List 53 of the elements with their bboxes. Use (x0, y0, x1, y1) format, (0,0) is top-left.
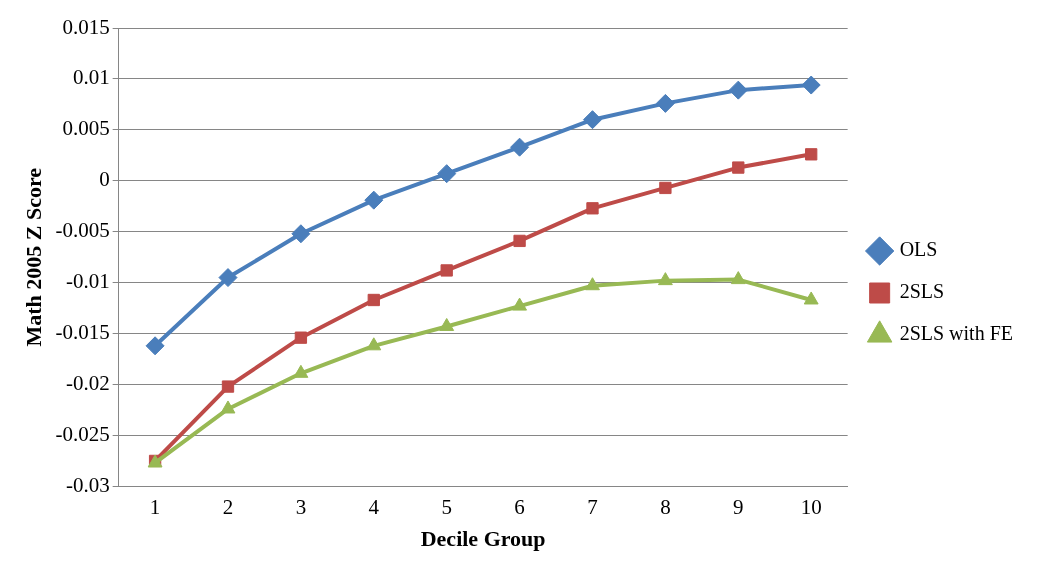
y-tick-label: 0.015 (62, 14, 110, 39)
y-tick-label: -0.03 (65, 472, 110, 497)
y-axis-title: Math 2005 Z Score (20, 167, 46, 347)
point (145, 336, 165, 356)
point (657, 272, 673, 286)
point (439, 317, 455, 331)
x-tick-label: 9 (733, 494, 744, 519)
point (659, 181, 672, 195)
x-tick-label: 4 (368, 494, 380, 519)
point (801, 75, 821, 95)
point (364, 190, 384, 210)
x-tick-label: 1 (149, 494, 161, 519)
y-tick-label: -0.005 (55, 218, 110, 243)
point (221, 380, 235, 393)
point (294, 331, 308, 344)
point (730, 271, 746, 285)
point (586, 202, 599, 215)
point (512, 297, 528, 311)
point (437, 164, 457, 184)
point (585, 277, 600, 291)
legend-label: OLS (899, 238, 938, 261)
x-tick-label: 8 (660, 494, 671, 519)
x-tick-label: 10 (800, 494, 822, 519)
y-tick-label: -0.02 (65, 371, 110, 396)
point (220, 400, 236, 414)
point (803, 291, 819, 305)
point (510, 137, 530, 157)
y-tick-label: 0 (99, 167, 110, 192)
x-tick-label: 6 (514, 494, 525, 519)
point (366, 337, 382, 351)
point (732, 161, 745, 174)
point (728, 80, 748, 100)
point (218, 268, 238, 288)
y-tick-label: -0.025 (55, 421, 110, 446)
x-tick-label: 2 (222, 494, 234, 519)
point (513, 234, 526, 248)
x-axis-title: Decile Group (420, 526, 546, 552)
point (291, 224, 311, 244)
point (805, 148, 818, 161)
y-tick-label: 0.01 (72, 65, 110, 90)
legend-label: 2SLS with FE (899, 322, 1013, 345)
point (440, 264, 453, 277)
x-tick-label: 3 (295, 494, 307, 519)
point (655, 93, 675, 113)
point (367, 293, 380, 307)
x-tick-label: 5 (441, 494, 452, 519)
y-tick-label: -0.015 (55, 320, 110, 345)
point (293, 364, 309, 378)
y-tick-label: 0.005 (62, 116, 110, 141)
point (582, 110, 602, 130)
legend-label: 2SLS (899, 280, 945, 303)
x-tick-label: 7 (587, 494, 598, 519)
y-tick-label: -0.01 (65, 269, 110, 294)
